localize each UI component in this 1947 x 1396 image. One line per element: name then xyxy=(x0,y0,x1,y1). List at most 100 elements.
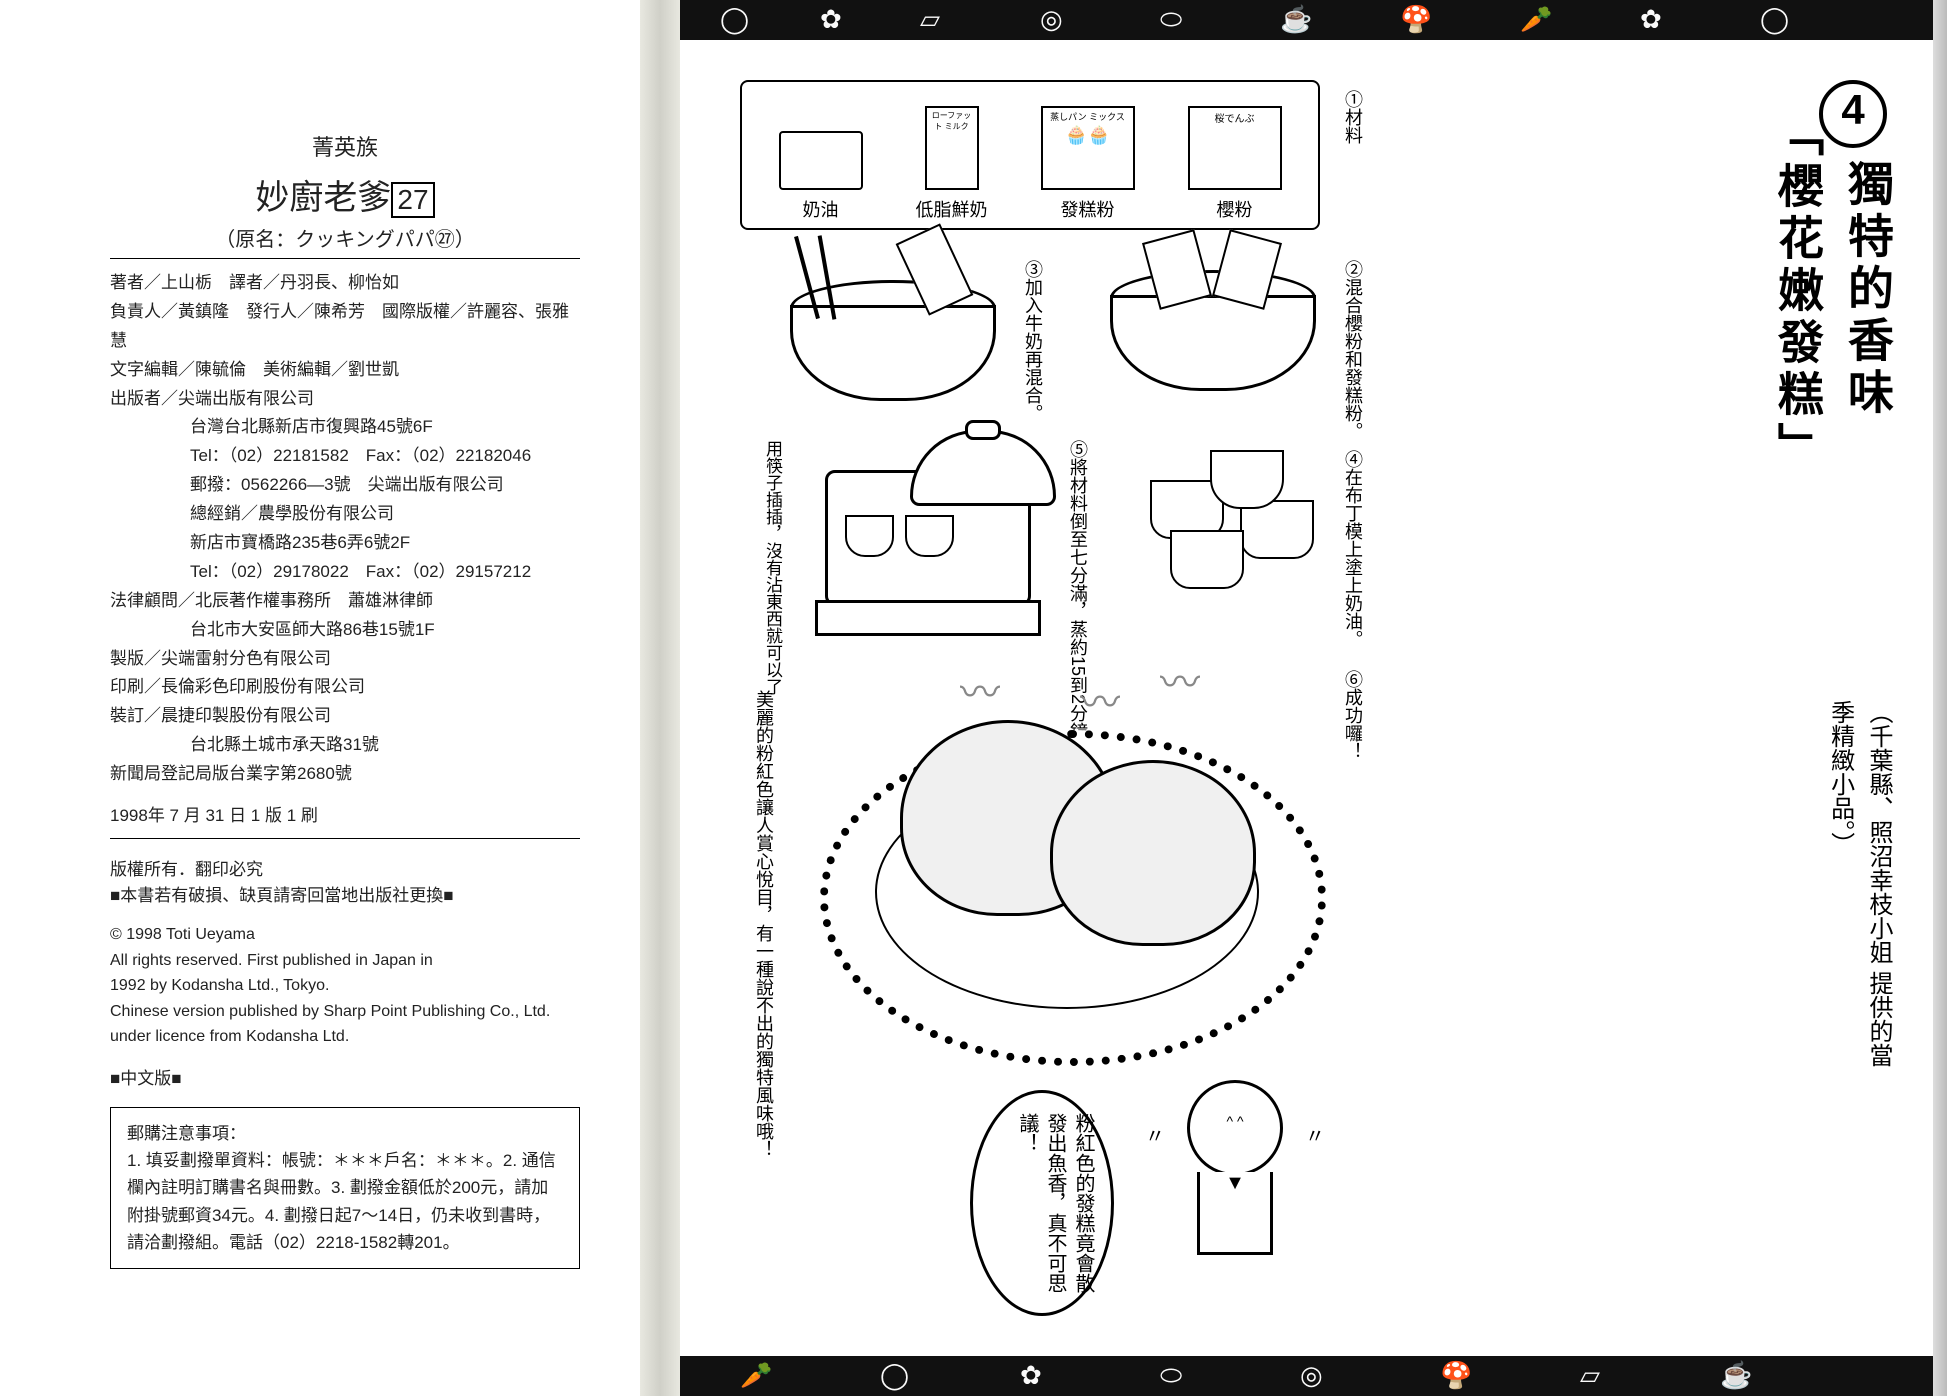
chinese-edition-label: ■中文版■ xyxy=(110,1064,580,1089)
mfg-line: 印刷／長倫彩色印刷股份有限公司 xyxy=(110,673,580,702)
top-decoration-bar: ◯ ✿ ▱ ◎ ⬭ ☕ 🍄 🥕 ✿ ◯ xyxy=(680,0,1947,40)
pudding-mold-icon xyxy=(845,515,894,557)
steam-icon: 〰 xyxy=(1160,650,1200,708)
legal-line: 法律顧問／北辰著作權事務所 蕭雄淋律師 xyxy=(110,587,580,616)
pub-line: 台灣台北縣新店市復興路45號6F xyxy=(110,413,580,442)
food-doodle-icon: 🍄 xyxy=(1400,4,1432,35)
mfg-line: 台北縣土城市承天路31號 xyxy=(110,731,580,760)
print-date: 1998年 7 月 31 日 1 版 1 刷 xyxy=(110,801,580,826)
speech-bubble: 粉紅色的發糕竟會散發出魚香，真不可思議！ xyxy=(970,1090,1114,1316)
food-doodle-icon: ⬭ xyxy=(1160,4,1182,36)
mail-title: 郵購注意事項： xyxy=(127,1120,563,1147)
rights-line: ■本書若有破損、缺頁請寄回當地出版社更換■ xyxy=(110,883,580,909)
food-doodle-icon: ◯ xyxy=(880,1360,909,1391)
recipe-title-line1: 獨特的香味 xyxy=(1837,160,1897,420)
page-edge xyxy=(1933,0,1947,1396)
speech-text: 粉紅色的發糕竟會散發出魚香，真不可思議！ xyxy=(1016,1113,1094,1293)
mixing-bowl-icon xyxy=(1110,295,1316,391)
credits-block: 著者／上山栃 譯者／丹羽長、柳怡如 負責人／黃鎮隆 發行人／陳希芳 國際版權／許… xyxy=(110,269,580,789)
eng-line: 1992 by Kodansha Ltd., Tokyo. xyxy=(110,973,580,999)
character-illustration: ^ ^ ▼ 〃 〃 xyxy=(1160,1080,1310,1290)
food-doodle-icon: ✿ xyxy=(1640,4,1662,35)
food-doodle-icon: ◯ xyxy=(720,4,749,35)
english-copyright: © 1998 Toti Ueyama All rights reserved. … xyxy=(110,922,580,1050)
volume-number: 27 xyxy=(391,182,434,218)
pudding-mold-icon xyxy=(1170,530,1244,589)
colophon-page: 菁英族 妙廚老爹27 （原名：クッキングパパ㉗） 著者／上山栃 譯者／丹羽長、柳… xyxy=(0,0,640,1396)
dish-caption: 美麗的粉紅色讓人賞心悅目，有一種說不出的獨特風味哦！ xyxy=(750,690,777,1158)
mail-order-box: 郵購注意事項： 1. 填妥劃撥單資料：帳號：＊＊＊戶名：＊＊＊。2. 通信欄內註… xyxy=(110,1107,580,1269)
cake-icon xyxy=(1050,760,1256,946)
steam-icon: 〰 xyxy=(960,660,1000,718)
mfg-line: 裝訂／晨捷印製股份有限公司 xyxy=(110,702,580,731)
pub-line: Tel：（02）22181582 Fax：（02）22182046 xyxy=(110,442,580,471)
recipe-title-line2: 「櫻花嫩發糕」 xyxy=(1767,110,1827,474)
ingredient-name: 低脂鮮奶 xyxy=(916,200,988,220)
food-doodle-icon: ◎ xyxy=(1040,4,1063,35)
food-doodle-icon: 🍄 xyxy=(1440,1360,1472,1391)
credit-line: 負責人／黃鎮隆 發行人／陳希芳 國際版權／許麗容、張雅慧 xyxy=(110,298,580,356)
milk-carton-icon: ローファット ミルク xyxy=(925,106,979,190)
pub-line: Tel：（02）29178022 Fax：（02）29157212 xyxy=(110,558,580,587)
legal-line: 台北市大安區師大路86巷15號1F xyxy=(110,616,580,645)
hand-icon xyxy=(1210,450,1284,509)
lid-handle-icon xyxy=(965,420,1001,440)
credit-line: 著者／上山栃 譯者／丹羽長、柳怡如 xyxy=(110,269,580,298)
character-body-icon: ▼ xyxy=(1197,1172,1273,1255)
food-doodle-icon: ☕ xyxy=(1280,4,1312,35)
mfg-line: 新聞局登記局版台業字第2680號 xyxy=(110,760,580,789)
food-doodle-icon: ▱ xyxy=(1580,1360,1600,1391)
eng-line: Chinese version published by Sharp Point… xyxy=(110,999,580,1025)
steam-icon: 〰 xyxy=(1080,670,1120,728)
credit-line: 出版者／尖端出版有限公司 xyxy=(110,385,580,414)
recipe-subtitle: （千葉縣、照沼幸枝小姐 提供的當季精緻小品。） xyxy=(1820,700,1897,1080)
step-6-label: ⑥成功囉！ xyxy=(1340,670,1366,760)
food-doodle-icon: ◯ xyxy=(1760,4,1789,35)
illustration-area: ①材料 奶油 ローファット ミルク 低脂鮮奶 蒸しパン ミックス 🧁🧁 xyxy=(710,70,1520,1320)
step-5b-label: 用筷子插插，沒有沾東西就可以了 xyxy=(760,440,785,695)
food-doodle-icon: 🥕 xyxy=(1520,4,1552,35)
book-gutter xyxy=(640,0,680,1396)
credit-line: 文字編輯／陳毓倫 美術編輯／劉世凱 xyxy=(110,356,580,385)
pot-lid-icon xyxy=(910,430,1056,506)
bottom-decoration-bar: 🥕 ◯ ✿ ⬭ ◎ 🍄 ▱ ☕ xyxy=(680,1356,1947,1396)
food-doodle-icon: ✿ xyxy=(820,4,842,35)
step-4-label: ④在布丁模上塗上奶油。 xyxy=(1340,450,1366,648)
divider xyxy=(110,258,580,259)
food-doodle-icon: ✿ xyxy=(1020,1360,1042,1391)
ingredient-item: 蒸しパン ミックス 🧁🧁 發糕粉 xyxy=(1041,106,1135,222)
eng-line: © 1998 Toti Ueyama xyxy=(110,922,580,948)
food-doodle-icon: 🥕 xyxy=(740,1360,772,1391)
series-name: 菁英族 xyxy=(110,130,580,162)
pub-line: 新店市寶橋路235巷6弄6號2F xyxy=(110,529,580,558)
sweat-icon: 〃 xyxy=(1305,1120,1325,1149)
food-doodle-icon: ◎ xyxy=(1300,1360,1323,1391)
ingredients-box: 奶油 ローファット ミルク 低脂鮮奶 蒸しパン ミックス 🧁🧁 發糕粉 xyxy=(740,80,1320,230)
recipe-content: 4 獨特的香味 「櫻花嫩發糕」 （千葉縣、照沼幸枝小姐 提供的當季精緻小品。） … xyxy=(690,50,1937,1346)
divider xyxy=(110,838,580,839)
step-1-label: ①材料 xyxy=(1340,90,1366,144)
ingredient-item: ローファット ミルク 低脂鮮奶 xyxy=(916,106,988,222)
eng-line: under licence from Kodansha Ltd. xyxy=(110,1024,580,1050)
ingredient-name: 櫻粉 xyxy=(1217,200,1253,220)
pudding-mold-icon xyxy=(905,515,954,557)
mail-body: 1. 填妥劃撥單資料：帳號：＊＊＊戶名：＊＊＊。2. 通信欄內註明訂購書名與冊數… xyxy=(127,1147,563,1256)
recipe-title-column: 4 獨特的香味 「櫻花嫩發糕」 （千葉縣、照沼幸枝小姐 提供的當季精緻小品。） xyxy=(1717,80,1917,1080)
mfg-line: 製版／尖端雷射分色有限公司 xyxy=(110,645,580,674)
pub-line: 郵撥：0562266—3號 尖端出版有限公司 xyxy=(110,471,580,500)
character-head-icon: ^ ^ xyxy=(1187,1080,1283,1176)
recipe-page: ◯ ✿ ▱ ◎ ⬭ ☕ 🍄 🥕 ✿ ◯ 🥕 ◯ ✿ ⬭ ◎ 🍄 ▱ ☕ 4 獨特… xyxy=(680,0,1947,1396)
pub-line: 總經銷／農學股份有限公司 xyxy=(110,500,580,529)
food-doodle-icon: ⬭ xyxy=(1160,1360,1182,1392)
sakura-powder-icon: 桜でんぶ xyxy=(1188,106,1282,190)
food-doodle-icon: ▱ xyxy=(920,4,940,35)
food-doodle-icon: ☕ xyxy=(1720,1360,1752,1391)
rights-block: 版權所有．翻印必究 ■本書若有破損、缺頁請寄回當地出版社更換■ xyxy=(110,857,580,908)
ingredient-item: 奶油 xyxy=(779,131,863,222)
recipe-number: 4 xyxy=(1819,80,1887,148)
rights-line: 版權所有．翻印必究 xyxy=(110,857,580,883)
ingredient-name: 發糕粉 xyxy=(1061,200,1115,220)
ingredient-name: 奶油 xyxy=(803,200,839,220)
book-title: 妙廚老爹27 xyxy=(110,170,580,219)
mixing-bowl-icon xyxy=(790,305,996,401)
